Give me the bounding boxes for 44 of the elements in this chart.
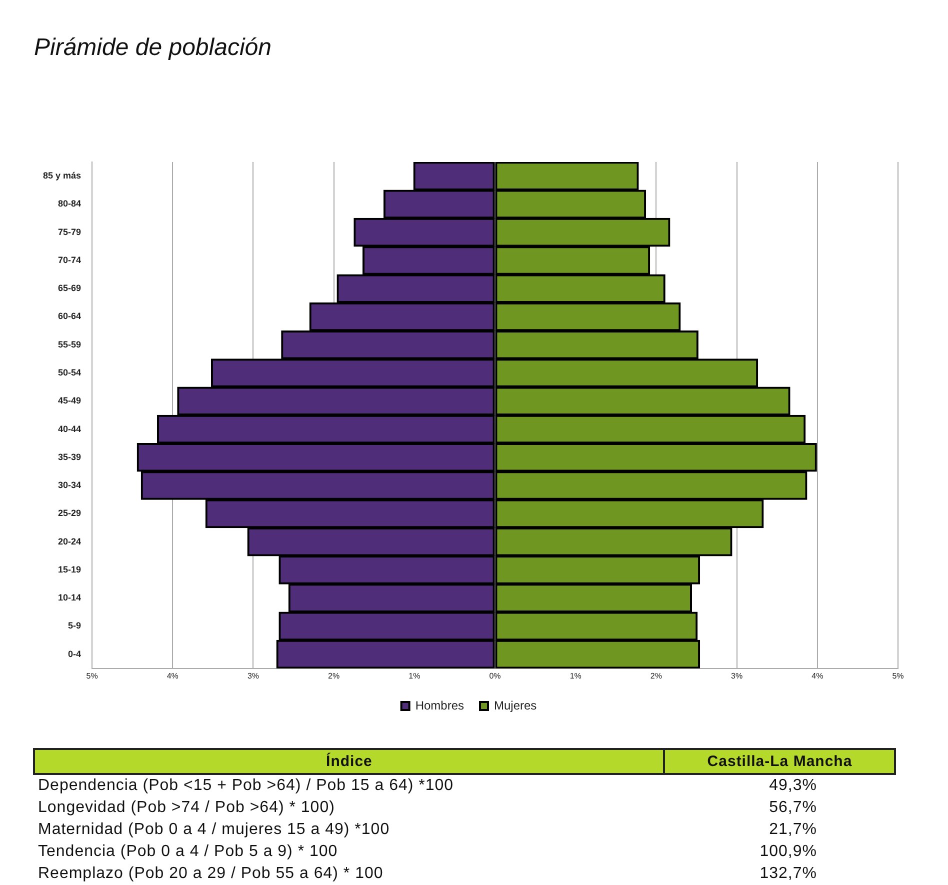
chart-title: Pirámide de población bbox=[34, 34, 272, 62]
text: 132,7% bbox=[758, 864, 818, 884]
y-tick-label: 45-49 bbox=[58, 396, 82, 406]
y-tick-label: 50-54 bbox=[58, 367, 82, 378]
y-tick-label: 55-59 bbox=[58, 339, 82, 350]
y-tick-label: 35-39 bbox=[58, 452, 82, 462]
x-tick-label: 3% bbox=[731, 671, 743, 680]
y-tick-label: 80-84 bbox=[58, 198, 82, 209]
text: Castilla-La Mancha bbox=[664, 749, 895, 774]
x-tick-label: 1% bbox=[570, 671, 582, 680]
text: Longevidad (Pob >74 / Pob >64) * 100) bbox=[37, 798, 336, 818]
y-tick-label: 5-9 bbox=[68, 620, 82, 631]
x-tick-label: 0% bbox=[489, 671, 501, 680]
y-tick-label: 85 y más bbox=[43, 170, 82, 181]
y-tick-label: 0-4 bbox=[68, 648, 82, 659]
y-tick-label: 75-79 bbox=[58, 226, 82, 237]
x-tick-label: 4% bbox=[812, 671, 824, 680]
text: Reemplazo (Pob 20 a 29 / Pob 55 a 64) * 100 bbox=[37, 864, 384, 884]
y-tick-label: 65-69 bbox=[58, 283, 82, 294]
y-tick-label: 10-14 bbox=[58, 592, 82, 603]
legend-label: Mujeres bbox=[494, 698, 537, 712]
y-tick-label: 70-74 bbox=[58, 254, 82, 265]
x-tick-label: 1% bbox=[408, 671, 420, 680]
y-tick-label: 40-44 bbox=[58, 424, 82, 434]
text: Dependencia (Pob <15 + Pob >64) / Pob 15 a 64) *100 bbox=[37, 776, 455, 796]
y-tick-label: 30-34 bbox=[58, 480, 82, 490]
text: 21,7% bbox=[768, 820, 818, 840]
x-tick-label: 2% bbox=[328, 671, 340, 680]
x-tick-label: 4% bbox=[166, 671, 178, 680]
text: 100,9% bbox=[758, 842, 818, 862]
x-tick-label: 3% bbox=[247, 671, 260, 680]
x-tick-label: 5% bbox=[892, 671, 904, 680]
text: Índice bbox=[34, 749, 664, 774]
text: 56,7% bbox=[768, 798, 818, 818]
legend-label: Hombres bbox=[415, 698, 464, 712]
y-tick-label: 15-19 bbox=[58, 564, 82, 574]
y-tick-label: 25-29 bbox=[58, 508, 82, 518]
text: Maternidad (Pob 0 a 4 / mujeres 15 a 49) *100 bbox=[37, 820, 391, 840]
y-tick-label: 20-24 bbox=[58, 536, 82, 546]
x-tick-label: 2% bbox=[650, 671, 662, 680]
text: 49,3% bbox=[768, 776, 818, 796]
text: Tendencia (Pob 0 a 4 / Pob 5 a 9) * 100 bbox=[37, 842, 339, 862]
y-tick-label: 60-64 bbox=[58, 311, 82, 322]
x-tick-label: 5% bbox=[86, 671, 98, 680]
